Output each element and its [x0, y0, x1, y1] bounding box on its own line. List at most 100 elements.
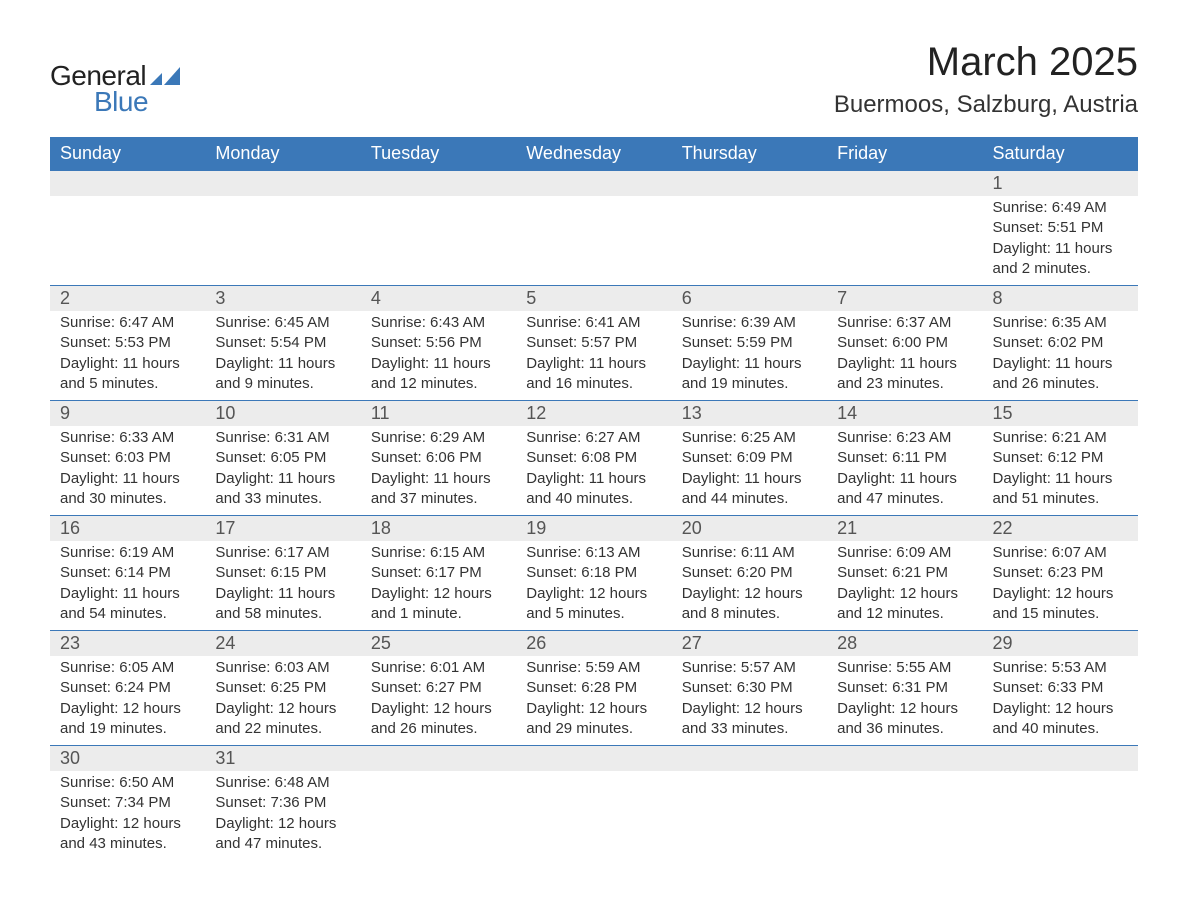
daylight-text: Daylight: 11 hours and 51 minutes.	[993, 469, 1128, 510]
day-number: 1	[983, 171, 1138, 196]
day-data: Sunrise: 6:35 AMSunset: 6:02 PMDaylight:…	[983, 311, 1138, 400]
day-cell	[516, 771, 671, 860]
sunrise-text: Sunrise: 6:01 AM	[371, 658, 506, 678]
daynum-row: 16171819202122	[50, 516, 1138, 542]
day-cell: Sunrise: 6:07 AMSunset: 6:23 PMDaylight:…	[983, 541, 1138, 631]
day-cell: Sunrise: 6:05 AMSunset: 6:24 PMDaylight:…	[50, 656, 205, 746]
day-data: Sunrise: 6:23 AMSunset: 6:11 PMDaylight:…	[827, 426, 982, 515]
day-number: 21	[827, 516, 982, 541]
day-number: 22	[983, 516, 1138, 541]
sunrise-text: Sunrise: 6:31 AM	[215, 428, 350, 448]
sunrise-text: Sunrise: 6:07 AM	[993, 543, 1128, 563]
logo: General Blue	[50, 60, 180, 118]
daylight-text: Daylight: 11 hours and 40 minutes.	[526, 469, 661, 510]
sunset-text: Sunset: 5:57 PM	[526, 333, 661, 353]
day-cell: Sunrise: 6:47 AMSunset: 5:53 PMDaylight:…	[50, 311, 205, 401]
day-cell	[827, 746, 982, 772]
sunrise-text: Sunrise: 6:19 AM	[60, 543, 195, 563]
day-number: 24	[205, 631, 360, 656]
day-cell: Sunrise: 6:45 AMSunset: 5:54 PMDaylight:…	[205, 311, 360, 401]
day-cell: Sunrise: 5:53 AMSunset: 6:33 PMDaylight:…	[983, 656, 1138, 746]
day-data: Sunrise: 5:57 AMSunset: 6:30 PMDaylight:…	[672, 656, 827, 745]
daydata-row: Sunrise: 6:50 AMSunset: 7:34 PMDaylight:…	[50, 771, 1138, 860]
day-cell: 12	[516, 401, 671, 427]
day-cell	[516, 171, 671, 197]
day-cell	[361, 196, 516, 286]
sunset-text: Sunset: 6:31 PM	[837, 678, 972, 698]
day-number: 12	[516, 401, 671, 426]
day-cell: 8	[983, 286, 1138, 312]
sunset-text: Sunset: 6:21 PM	[837, 563, 972, 583]
day-number: 5	[516, 286, 671, 311]
day-cell	[827, 771, 982, 860]
daynum-row: 2345678	[50, 286, 1138, 312]
day-cell: Sunrise: 6:41 AMSunset: 5:57 PMDaylight:…	[516, 311, 671, 401]
day-cell: Sunrise: 6:50 AMSunset: 7:34 PMDaylight:…	[50, 771, 205, 860]
day-cell: Sunrise: 6:35 AMSunset: 6:02 PMDaylight:…	[983, 311, 1138, 401]
sunset-text: Sunset: 6:30 PM	[682, 678, 817, 698]
sunrise-text: Sunrise: 6:43 AM	[371, 313, 506, 333]
day-cell	[983, 771, 1138, 860]
day-data: Sunrise: 6:13 AMSunset: 6:18 PMDaylight:…	[516, 541, 671, 630]
day-cell: 22	[983, 516, 1138, 542]
sunset-text: Sunset: 7:34 PM	[60, 793, 195, 813]
sunset-text: Sunset: 6:09 PM	[682, 448, 817, 468]
day-cell: 17	[205, 516, 360, 542]
daylight-text: Daylight: 11 hours and 12 minutes.	[371, 354, 506, 395]
day-cell: Sunrise: 6:23 AMSunset: 6:11 PMDaylight:…	[827, 426, 982, 516]
day-number: 11	[361, 401, 516, 426]
daylight-text: Daylight: 12 hours and 8 minutes.	[682, 584, 817, 625]
sunset-text: Sunset: 5:53 PM	[60, 333, 195, 353]
day-cell: 3	[205, 286, 360, 312]
sunset-text: Sunset: 6:33 PM	[993, 678, 1128, 698]
sunrise-text: Sunrise: 6:05 AM	[60, 658, 195, 678]
sunset-text: Sunset: 6:24 PM	[60, 678, 195, 698]
day-number: 30	[50, 746, 205, 771]
weekday-header: Thursday	[672, 137, 827, 171]
logo-text-blue: Blue	[94, 86, 148, 118]
day-cell: Sunrise: 6:31 AMSunset: 6:05 PMDaylight:…	[205, 426, 360, 516]
day-cell: 1	[983, 171, 1138, 197]
sunset-text: Sunset: 5:56 PM	[371, 333, 506, 353]
sunset-text: Sunset: 7:36 PM	[215, 793, 350, 813]
day-cell	[672, 196, 827, 286]
sunset-text: Sunset: 5:59 PM	[682, 333, 817, 353]
day-cell: 26	[516, 631, 671, 657]
daylight-text: Daylight: 12 hours and 15 minutes.	[993, 584, 1128, 625]
day-cell: 10	[205, 401, 360, 427]
day-data: Sunrise: 6:41 AMSunset: 5:57 PMDaylight:…	[516, 311, 671, 400]
sunset-text: Sunset: 6:20 PM	[682, 563, 817, 583]
day-number: 3	[205, 286, 360, 311]
day-cell: 15	[983, 401, 1138, 427]
sunset-text: Sunset: 6:08 PM	[526, 448, 661, 468]
daylight-text: Daylight: 12 hours and 36 minutes.	[837, 699, 972, 740]
day-number: 26	[516, 631, 671, 656]
day-number: 13	[672, 401, 827, 426]
day-cell	[827, 171, 982, 197]
sunrise-text: Sunrise: 6:23 AM	[837, 428, 972, 448]
daydata-row: Sunrise: 6:19 AMSunset: 6:14 PMDaylight:…	[50, 541, 1138, 631]
weekday-header: Monday	[205, 137, 360, 171]
sunrise-text: Sunrise: 6:45 AM	[215, 313, 350, 333]
day-cell: 2	[50, 286, 205, 312]
day-number: 16	[50, 516, 205, 541]
day-cell: 30	[50, 746, 205, 772]
day-data: Sunrise: 5:55 AMSunset: 6:31 PMDaylight:…	[827, 656, 982, 745]
day-cell: 16	[50, 516, 205, 542]
page-title: March 2025	[834, 40, 1138, 85]
logo-mark-icon	[150, 67, 180, 90]
day-cell	[205, 196, 360, 286]
day-number: 8	[983, 286, 1138, 311]
daylight-text: Daylight: 12 hours and 47 minutes.	[215, 814, 350, 855]
day-cell: 6	[672, 286, 827, 312]
day-data: Sunrise: 6:43 AMSunset: 5:56 PMDaylight:…	[361, 311, 516, 400]
day-cell: Sunrise: 6:43 AMSunset: 5:56 PMDaylight:…	[361, 311, 516, 401]
day-cell: 31	[205, 746, 360, 772]
location-text: Buermoos, Salzburg, Austria	[834, 91, 1138, 119]
day-cell: 25	[361, 631, 516, 657]
day-data: Sunrise: 6:29 AMSunset: 6:06 PMDaylight:…	[361, 426, 516, 515]
daylight-text: Daylight: 11 hours and 30 minutes.	[60, 469, 195, 510]
day-cell: Sunrise: 6:17 AMSunset: 6:15 PMDaylight:…	[205, 541, 360, 631]
day-cell: Sunrise: 6:15 AMSunset: 6:17 PMDaylight:…	[361, 541, 516, 631]
daylight-text: Daylight: 12 hours and 12 minutes.	[837, 584, 972, 625]
